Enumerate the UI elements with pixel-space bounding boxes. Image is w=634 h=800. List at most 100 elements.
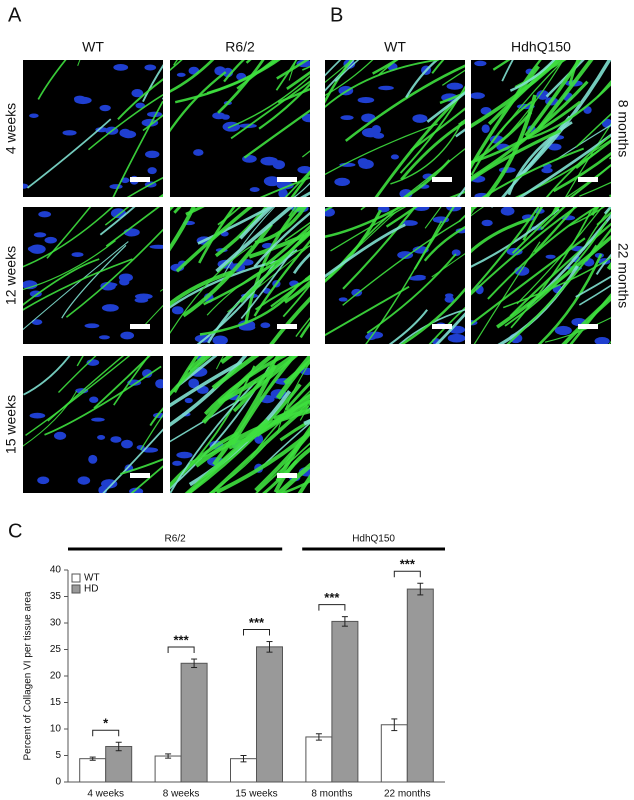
fiber <box>290 170 310 197</box>
fiber <box>197 207 274 245</box>
fiber <box>130 465 163 493</box>
nucleus <box>29 412 46 419</box>
column-header: WT <box>384 39 406 55</box>
fiber <box>545 135 611 197</box>
fiber <box>149 0 216 68</box>
micrograph-content <box>23 356 163 493</box>
nucleus <box>176 451 193 459</box>
error-bar <box>89 756 96 761</box>
fiber <box>259 176 310 197</box>
fiber <box>214 207 269 258</box>
fiber <box>142 114 163 132</box>
significance-bracket <box>92 729 120 737</box>
fiber <box>206 245 310 316</box>
row-header: 15 weeks <box>3 395 19 454</box>
fiber <box>579 181 611 197</box>
fiber <box>23 241 129 331</box>
significance-bracket <box>318 604 346 611</box>
fiber <box>471 111 533 165</box>
micrograph-bg <box>23 60 163 197</box>
bar <box>406 588 434 783</box>
fiber <box>184 418 269 493</box>
nucleus <box>131 89 144 98</box>
fiber <box>518 133 611 197</box>
nucleus <box>334 177 351 187</box>
fiber <box>471 207 578 296</box>
scale-bar <box>277 473 297 478</box>
nucleus <box>545 254 556 259</box>
fiber <box>299 321 310 339</box>
fiber <box>325 123 438 176</box>
micrograph <box>471 207 611 344</box>
fiber <box>540 207 566 230</box>
nucleus <box>37 476 50 485</box>
nucleus <box>378 85 394 91</box>
fiber <box>501 60 514 82</box>
nucleus <box>357 158 369 167</box>
panel-label: C <box>8 520 22 542</box>
fiber <box>250 390 310 459</box>
bar <box>380 724 408 783</box>
nucleus <box>144 64 157 71</box>
fiber <box>279 419 310 442</box>
fiber <box>410 107 465 152</box>
fiber <box>471 207 540 294</box>
fiber <box>201 356 275 424</box>
fiber <box>253 211 310 268</box>
fiber <box>284 381 310 411</box>
micrograph-content <box>23 60 163 197</box>
nucleus <box>135 102 145 109</box>
nucleus <box>91 417 105 422</box>
fiber <box>592 139 611 153</box>
fiber <box>112 100 163 197</box>
fiber <box>25 356 131 436</box>
fiber <box>273 447 310 493</box>
fiber <box>400 287 465 344</box>
fiber <box>285 399 310 419</box>
fiber <box>262 422 310 467</box>
fiber <box>283 279 310 304</box>
fiber <box>170 60 215 93</box>
legend-swatch <box>71 573 81 583</box>
nucleus <box>351 288 363 297</box>
fiber <box>496 234 611 329</box>
nucleus <box>176 72 186 77</box>
micrograph <box>325 207 465 344</box>
fiber <box>481 147 585 197</box>
fiber <box>160 194 163 197</box>
nucleus <box>481 219 493 227</box>
fiber <box>325 60 353 104</box>
error-bar <box>417 582 424 596</box>
fiber <box>293 182 310 197</box>
fiber <box>492 60 511 71</box>
scale-bar <box>432 177 452 182</box>
fiber <box>217 356 298 405</box>
fiber <box>222 207 276 276</box>
fiber <box>471 217 530 254</box>
fiber <box>502 256 611 309</box>
fiber <box>506 244 598 344</box>
nucleus <box>297 166 310 174</box>
fiber <box>552 151 611 193</box>
significance-label: *** <box>249 615 265 630</box>
nucleus <box>110 208 126 219</box>
fiber <box>215 207 294 273</box>
fiber <box>344 64 465 142</box>
scale-bar <box>130 473 150 478</box>
fiber <box>185 383 302 493</box>
scale-bar <box>130 177 150 182</box>
fiber <box>208 444 266 493</box>
group-label: HdhQ150 <box>352 534 395 545</box>
fiber <box>578 284 611 306</box>
y-tick-label: 15 <box>50 697 62 708</box>
fiber <box>342 220 461 306</box>
y-tick-label: 10 <box>50 724 62 735</box>
legend-label: HD <box>84 584 98 595</box>
fiber <box>176 356 218 388</box>
micrograph <box>23 356 163 493</box>
x-tick-label: 15 weeks <box>235 789 277 800</box>
fiber <box>537 60 594 130</box>
fiber <box>565 123 611 197</box>
micrograph <box>471 60 611 197</box>
